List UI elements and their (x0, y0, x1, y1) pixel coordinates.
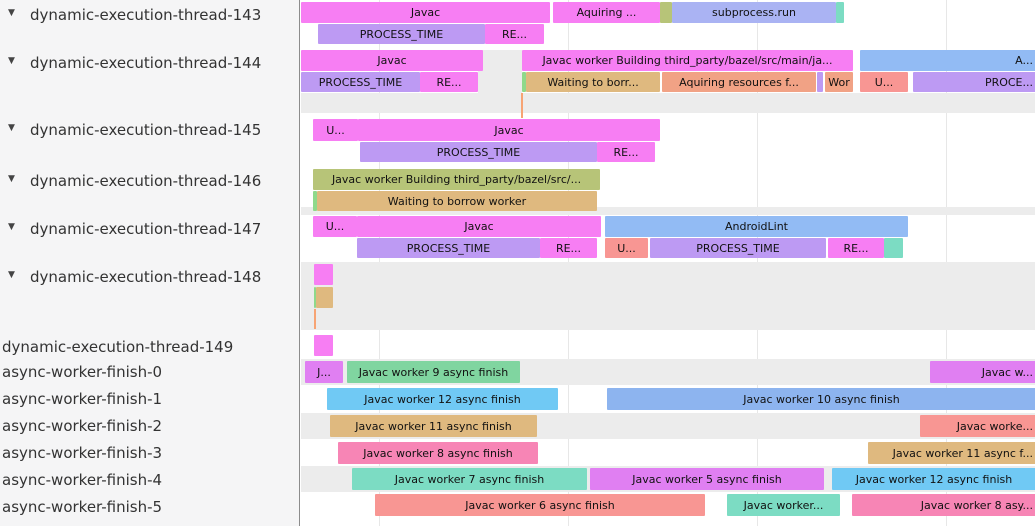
track-name-text: dynamic-execution-thread-148 (30, 268, 262, 286)
track-label-dynamic-execution-thread-148[interactable]: ▼ dynamic-execution-thread-148 (0, 267, 261, 287)
trace-slice[interactable]: Javac worker Building third_party/bazel/… (313, 169, 600, 190)
trace-slice[interactable] (660, 2, 672, 23)
trace-slice[interactable]: subprocess.run (672, 2, 836, 23)
trace-slice[interactable]: PROCESS_TIME (360, 142, 597, 162)
trace-slice[interactable] (522, 72, 526, 92)
trace-slice[interactable]: Javac worker 5 async finish (590, 468, 824, 490)
trace-slice[interactable] (314, 264, 333, 285)
track-label-dynamic-execution-thread-146[interactable]: ▼ dynamic-execution-thread-146 (0, 171, 261, 191)
trace-slice[interactable] (817, 72, 823, 92)
track-name-text: async-worker-finish-0 (2, 363, 163, 381)
track-name-text: async-worker-finish-5 (2, 498, 163, 516)
trace-slice[interactable]: Javac (301, 50, 483, 71)
trace-slice[interactable]: Aquiring ... (553, 2, 660, 23)
trace-slice[interactable]: Javac worker 12 async finish (327, 388, 558, 410)
trace-slice[interactable]: Javac worker 6 async finish (375, 494, 705, 516)
collapse-triangle-icon[interactable]: ▼ (8, 8, 15, 18)
trace-slice[interactable]: PROCESS_TIME (650, 238, 826, 258)
track-label-dynamic-execution-thread-149[interactable]: dynamic-execution-thread-149 (0, 337, 233, 357)
trace-slice[interactable]: Javac worker 7 async finish (352, 468, 587, 490)
collapse-triangle-icon[interactable]: ▼ (8, 270, 15, 280)
trace-slice[interactable]: RE... (540, 238, 597, 258)
trace-slice[interactable]: Javac (301, 2, 550, 23)
track-name-text: dynamic-execution-thread-147 (30, 220, 262, 238)
track-label-async-worker-finish-3[interactable]: async-worker-finish-3 (0, 443, 162, 463)
trace-slice[interactable]: A... (860, 50, 1035, 71)
trace-slice[interactable]: Waiting to borrow worker (317, 191, 597, 211)
trace-slice[interactable]: RE... (828, 238, 884, 258)
trace-slice[interactable]: Aquiring resources f... (662, 72, 816, 92)
trace-slice[interactable]: RE... (420, 72, 478, 92)
track-label-dynamic-execution-thread-147[interactable]: ▼ dynamic-execution-thread-147 (0, 219, 261, 239)
trace-slice[interactable]: U... (605, 238, 648, 258)
track-name-text: async-worker-finish-3 (2, 444, 163, 462)
trace-slice[interactable]: Javac worker Building third_party/bazel/… (522, 50, 853, 71)
track-name-text: async-worker-finish-1 (2, 390, 163, 408)
trace-slice[interactable] (314, 335, 333, 356)
track-label-async-worker-finish-1[interactable]: async-worker-finish-1 (0, 389, 162, 409)
trace-slice[interactable] (314, 287, 316, 308)
track-label-async-worker-finish-5[interactable]: async-worker-finish-5 (0, 497, 162, 517)
trace-slice[interactable]: J... (305, 361, 343, 383)
collapse-triangle-icon[interactable]: ▼ (8, 222, 15, 232)
trace-slice[interactable] (884, 238, 903, 258)
trace-slice[interactable]: Javac worke... (920, 415, 1035, 437)
instant-event-tick[interactable] (521, 93, 523, 118)
collapse-triangle-icon[interactable]: ▼ (8, 56, 15, 66)
trace-slice[interactable]: U... (313, 216, 357, 237)
track-background-band (478, 50, 522, 93)
trace-slice[interactable] (313, 191, 317, 211)
trace-slice[interactable]: Javac (358, 119, 660, 141)
track-name-text: dynamic-execution-thread-146 (30, 172, 262, 190)
collapse-triangle-icon[interactable]: ▼ (8, 174, 15, 184)
trace-slice[interactable] (836, 2, 844, 23)
track-label-async-worker-finish-4[interactable]: async-worker-finish-4 (0, 470, 162, 490)
track-label-async-worker-finish-0[interactable]: async-worker-finish-0 (0, 362, 162, 382)
trace-slice[interactable]: AndroidLint (605, 216, 908, 237)
track-name-text: dynamic-execution-thread-144 (30, 54, 262, 72)
trace-slice[interactable]: RE... (597, 142, 655, 162)
trace-slice[interactable]: Wor (825, 72, 853, 92)
trace-slice[interactable]: Javac worker 12 async finish (832, 468, 1035, 490)
instant-event-tick[interactable] (314, 309, 316, 329)
trace-slice[interactable]: Javac worker 9 async finish (347, 361, 520, 383)
trace-slice[interactable]: PROCE... (913, 72, 1035, 92)
trace-slice[interactable]: Javac worker... (727, 494, 840, 516)
track-label-dynamic-execution-thread-143[interactable]: ▼ dynamic-execution-thread-143 (0, 5, 261, 25)
track-sidebar: ▼ dynamic-execution-thread-143 ▼ dynamic-ex… (0, 0, 300, 526)
trace-slice[interactable] (316, 287, 333, 308)
trace-slice[interactable]: PROCESS_TIME (318, 24, 485, 44)
trace-slice[interactable]: U... (860, 72, 908, 92)
trace-slice[interactable]: RE... (485, 24, 544, 44)
trace-slice[interactable]: PROCESS_TIME (357, 238, 540, 258)
track-name-text: async-worker-finish-2 (2, 417, 163, 435)
trace-slice[interactable]: Javac worker 11 async f... (868, 442, 1035, 464)
track-label-async-worker-finish-2[interactable]: async-worker-finish-2 (0, 416, 162, 436)
track-background-band (301, 93, 1035, 113)
trace-slice[interactable]: Waiting to borr... (526, 72, 660, 92)
track-name-text: dynamic-execution-thread-143 (30, 6, 262, 24)
track-background-band (301, 207, 1035, 215)
trace-slice[interactable]: Javac (357, 216, 601, 237)
trace-slice[interactable]: PROCESS_TIME (301, 72, 420, 92)
trace-slice[interactable]: Javac worker 11 async finish (330, 415, 537, 437)
track-background-band (301, 262, 1035, 330)
track-name-text: async-worker-finish-4 (2, 471, 163, 489)
track-label-dynamic-execution-thread-145[interactable]: ▼ dynamic-execution-thread-145 (0, 120, 261, 140)
trace-slice[interactable]: U... (313, 119, 358, 141)
trace-slice[interactable]: Javac worker 10 async finish (607, 388, 1035, 410)
track-label-dynamic-execution-thread-144[interactable]: ▼ dynamic-execution-thread-144 (0, 53, 261, 73)
trace-slice[interactable]: Javac w... (930, 361, 1035, 383)
trace-slice[interactable]: Javac worker 8 async finish (338, 442, 538, 464)
trace-slice[interactable]: Javac worker 8 asy... (852, 494, 1035, 516)
collapse-triangle-icon[interactable]: ▼ (8, 123, 15, 133)
track-name-text: dynamic-execution-thread-145 (30, 121, 262, 139)
track-name-text: dynamic-execution-thread-149 (2, 338, 234, 356)
timeline-canvas[interactable]: Javac Aquiring ... subprocess.run PROCESS_T… (301, 0, 1035, 526)
